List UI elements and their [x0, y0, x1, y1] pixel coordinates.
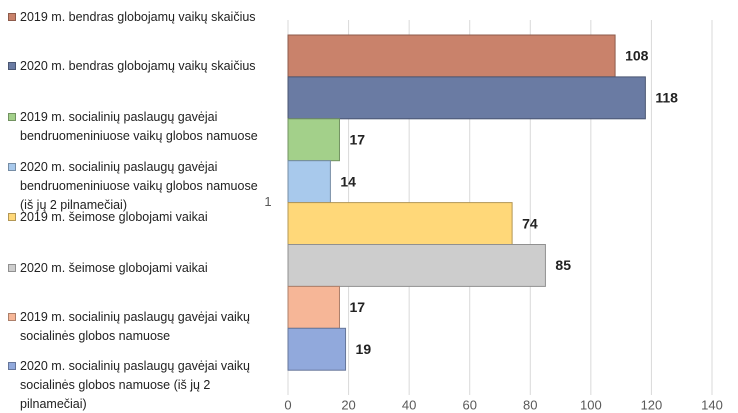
bar: [287, 160, 331, 204]
legend-item: 2019 m. šeimose globojami vaikai: [8, 208, 258, 227]
legend-item: 2019 m. bendras globojamų vaikų skaičius: [8, 8, 258, 27]
data-label: 74: [522, 215, 538, 231]
y-tick-label: 1: [264, 194, 271, 209]
legend-label: 2020 m. socialinių paslaugų gavėjai bend…: [20, 160, 258, 212]
legend-swatch: [8, 213, 16, 221]
legend-swatch: [8, 264, 16, 272]
x-tick-label: 100: [580, 397, 602, 412]
legend-label: 2020 m. bendras globojamų vaikų skaičius: [20, 59, 256, 73]
legend-swatch: [8, 62, 16, 70]
legend-label: 2020 m. šeimose globojami vaikai: [20, 261, 208, 275]
legend-label: 2019 m. socialinių paslaugų gavėjai vaik…: [20, 310, 251, 343]
x-tick-label: 20: [341, 397, 355, 412]
bar: [287, 244, 546, 287]
x-tick-label: 120: [641, 397, 663, 412]
data-label: 85: [555, 257, 571, 273]
x-tick-label: 0: [284, 397, 291, 412]
x-tick-label: 140: [701, 397, 723, 412]
legend-item: 2020 m. socialinių paslaugų gavėjai bend…: [8, 158, 258, 215]
legend-label: 2020 m. socialinių paslaugų gavėjai vaik…: [20, 359, 251, 411]
legend-item: 2020 m. socialinių paslaugų gavėjai vaik…: [8, 357, 258, 413]
data-label: 14: [340, 173, 356, 189]
legend-swatch: [8, 113, 16, 121]
data-label: 19: [356, 341, 372, 357]
bar: [287, 76, 646, 120]
data-label: 108: [625, 48, 649, 64]
legend-item: 2020 m. bendras globojamų vaikų skaičius: [8, 57, 258, 76]
x-tick-label: 80: [523, 397, 537, 412]
bar: [287, 34, 616, 78]
legend-item: 2019 m. socialinių paslaugų gavėjai bend…: [8, 108, 258, 146]
data-label: 17: [349, 131, 365, 147]
bar: [287, 118, 340, 162]
legend-swatch: [8, 313, 16, 321]
data-label: 17: [349, 299, 365, 315]
data-label: 118: [655, 90, 678, 106]
x-tick-label: 40: [402, 397, 416, 412]
legend-item: 2019 m. socialinių paslaugų gavėjai vaik…: [8, 308, 258, 346]
bar: [287, 285, 340, 329]
legend-swatch: [8, 13, 16, 21]
legend-swatch: [8, 362, 16, 370]
legend-swatch: [8, 163, 16, 171]
bar: [287, 202, 513, 246]
x-tick-label: 60: [462, 397, 476, 412]
legend-label: 2019 m. šeimose globojami vaikai: [20, 210, 208, 224]
legend-label: 2019 m. bendras globojamų vaikų skaičius: [20, 10, 256, 24]
legend-item: 2020 m. šeimose globojami vaikai: [8, 259, 258, 278]
bar: [287, 327, 347, 371]
legend-label: 2019 m. socialinių paslaugų gavėjai bend…: [20, 110, 258, 143]
